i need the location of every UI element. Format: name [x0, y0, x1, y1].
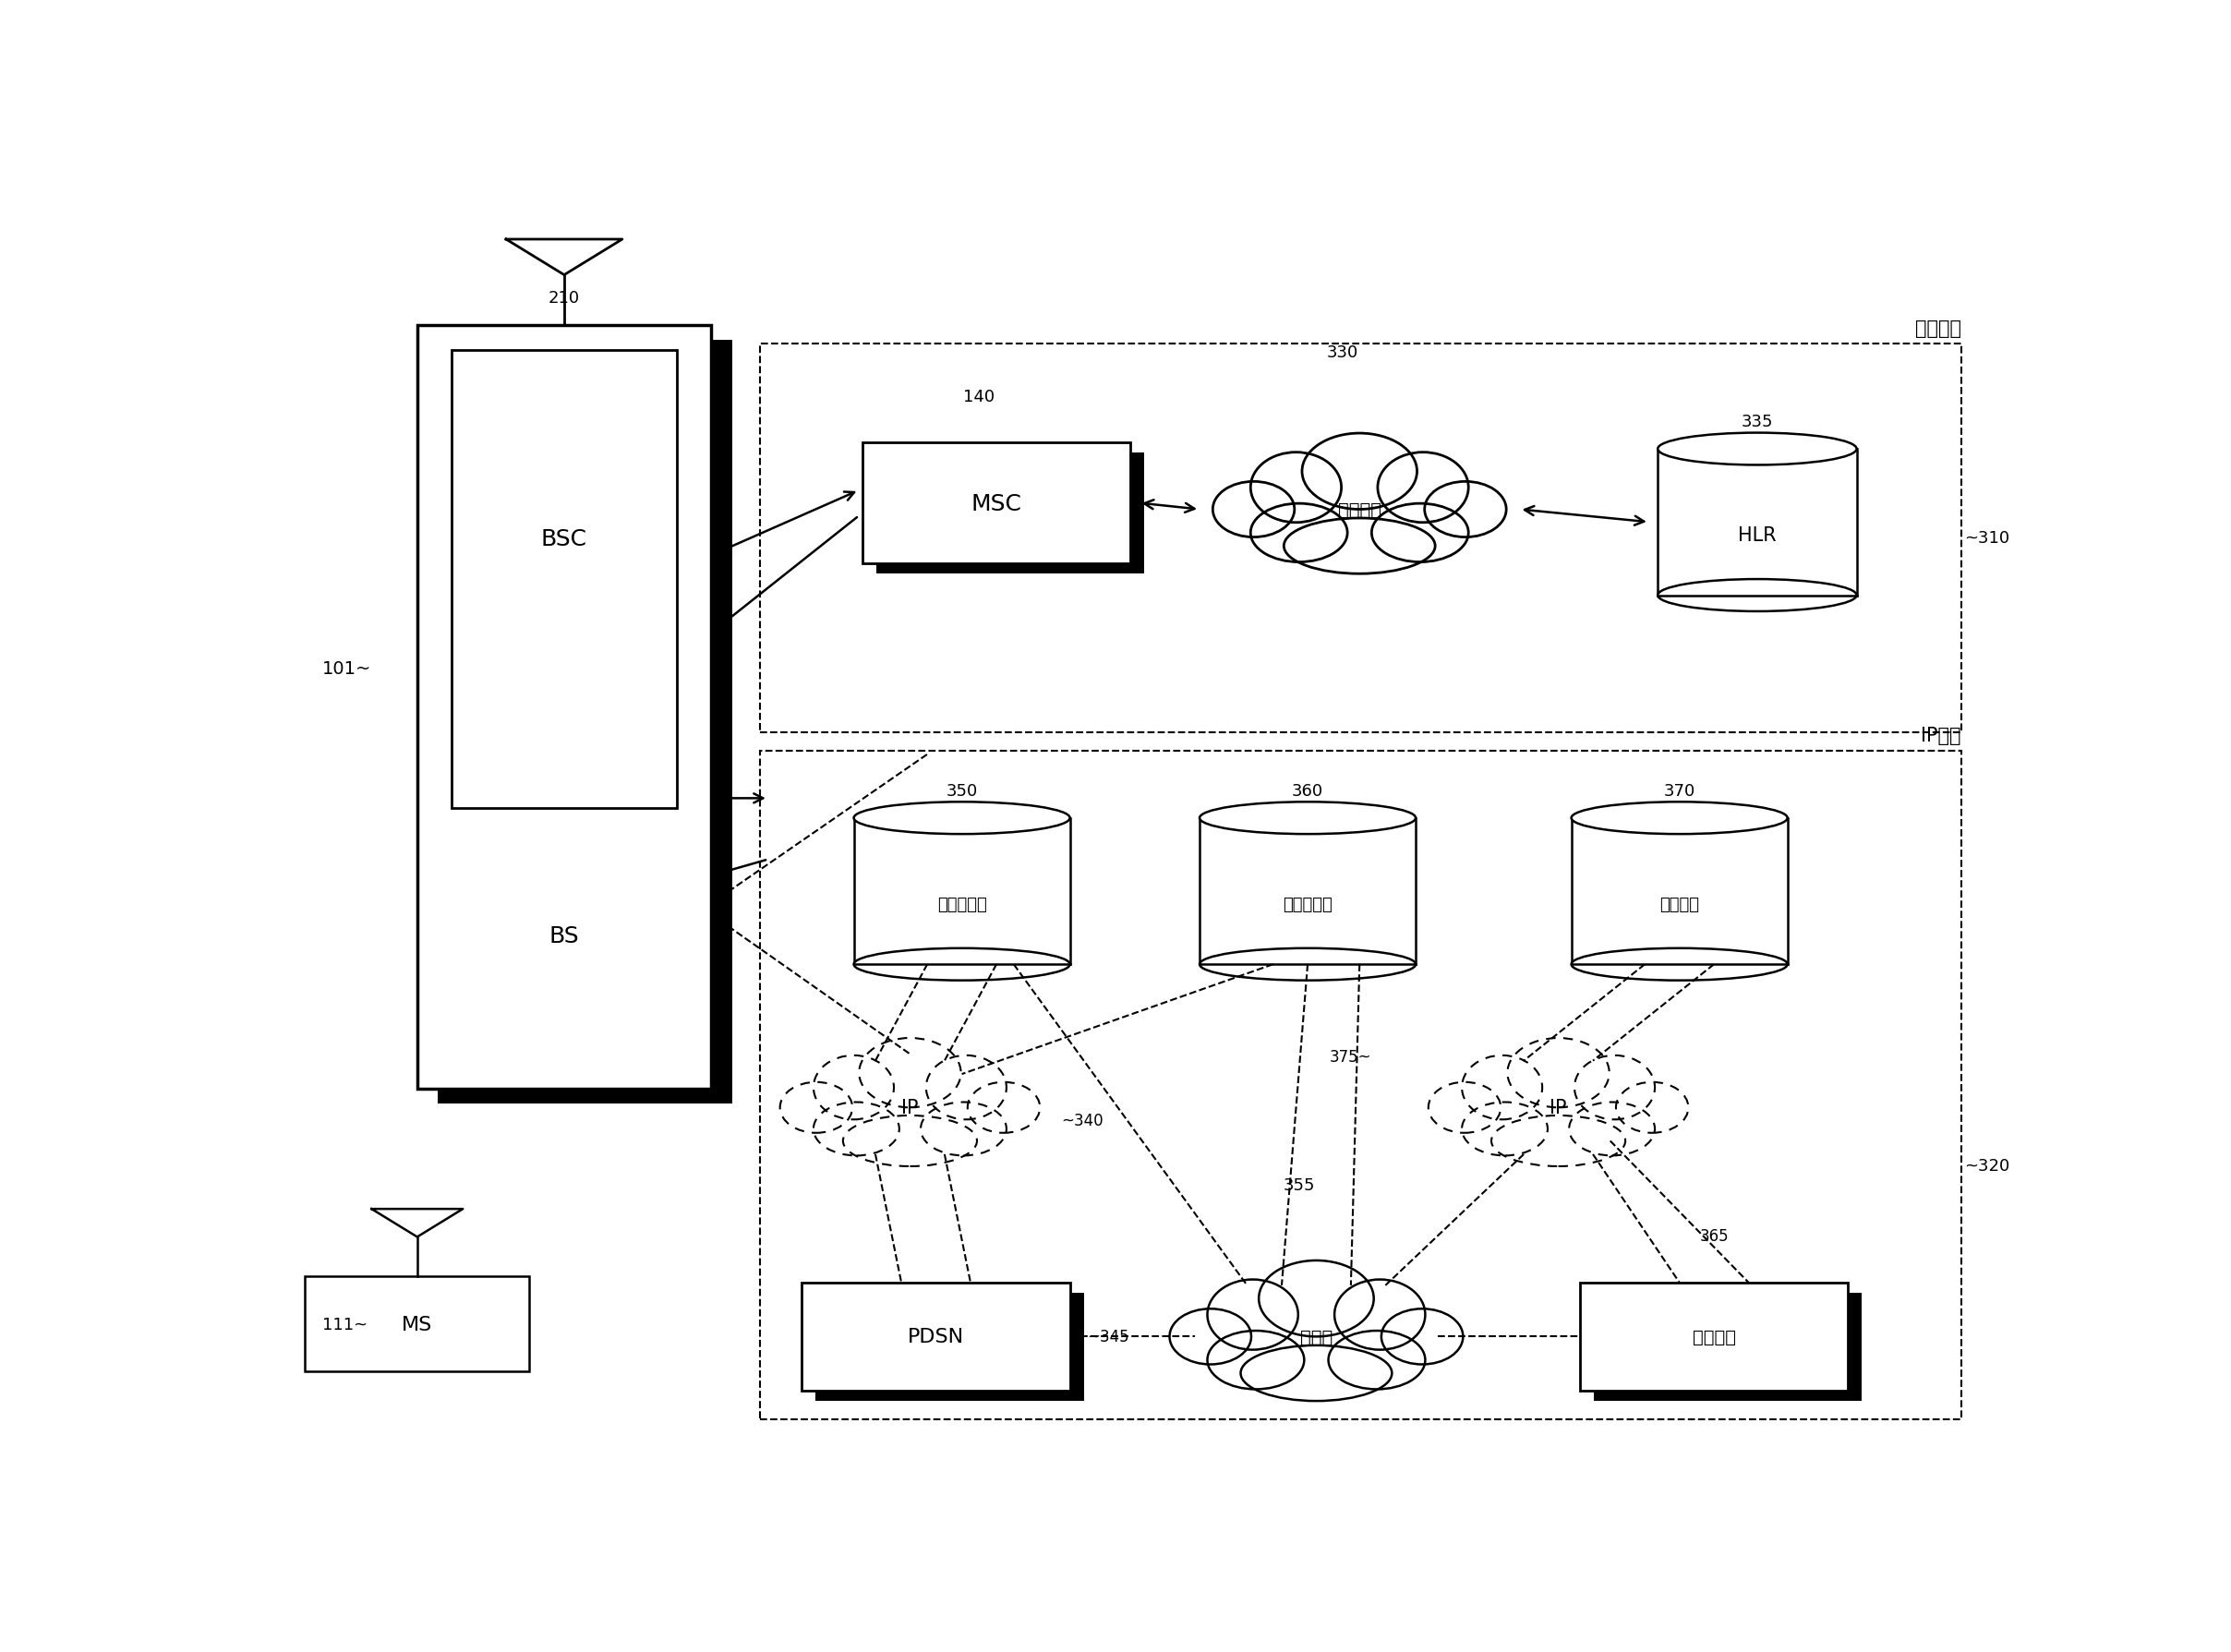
Text: MSC: MSC [970, 492, 1022, 515]
Ellipse shape [1200, 948, 1417, 981]
Ellipse shape [814, 1056, 895, 1120]
Ellipse shape [1207, 1280, 1298, 1350]
Ellipse shape [921, 1102, 1006, 1156]
Ellipse shape [854, 803, 1071, 834]
Bar [817, 1294, 1084, 1401]
Ellipse shape [770, 1049, 1051, 1166]
Text: 330: 330 [1327, 344, 1359, 360]
Ellipse shape [814, 1102, 899, 1156]
Bar [1593, 1294, 1863, 1401]
Ellipse shape [926, 1056, 1006, 1120]
Text: 经纪人范围: 经纪人范围 [1283, 895, 1332, 912]
Ellipse shape [1461, 1056, 1542, 1120]
Ellipse shape [1214, 482, 1294, 537]
Ellipse shape [1615, 1082, 1689, 1133]
Ellipse shape [1372, 504, 1468, 563]
Text: IP: IP [1551, 1099, 1566, 1117]
Ellipse shape [843, 1115, 977, 1166]
Ellipse shape [1575, 1056, 1655, 1120]
Text: 210: 210 [549, 289, 580, 306]
Bar [854, 818, 1071, 965]
Text: 信令网络: 信令网络 [1339, 501, 1381, 519]
Ellipse shape [1417, 1049, 1700, 1166]
Ellipse shape [1327, 1332, 1426, 1389]
Ellipse shape [1158, 1272, 1475, 1401]
Ellipse shape [1490, 1115, 1626, 1166]
Bar [759, 752, 1961, 1419]
Bar [801, 1282, 1071, 1391]
Text: MS: MS [402, 1315, 433, 1333]
Text: 140: 140 [964, 388, 995, 405]
Text: BSC: BSC [542, 529, 587, 550]
Text: HLR: HLR [1738, 525, 1776, 545]
Ellipse shape [1169, 1308, 1252, 1365]
Ellipse shape [1379, 453, 1468, 524]
Ellipse shape [1252, 453, 1341, 524]
Text: 350: 350 [946, 783, 977, 800]
Bar [451, 350, 676, 809]
Text: IP网络: IP网络 [1921, 727, 1961, 745]
Text: 101~: 101~ [321, 661, 370, 677]
Ellipse shape [1252, 504, 1348, 563]
Text: ~320: ~320 [1963, 1158, 2010, 1175]
Text: PDSN: PDSN [908, 1328, 964, 1346]
Ellipse shape [1200, 803, 1417, 834]
Ellipse shape [1571, 948, 1787, 981]
Bar [863, 443, 1131, 563]
Bar [1580, 1282, 1847, 1391]
Ellipse shape [781, 1082, 852, 1133]
Text: 375~: 375~ [1330, 1049, 1372, 1066]
Text: 互联网: 互联网 [1301, 1328, 1332, 1345]
Text: 语音网络: 语音网络 [1914, 320, 1961, 339]
Text: ~345: ~345 [1086, 1328, 1129, 1345]
Bar [306, 1277, 529, 1371]
Ellipse shape [1571, 803, 1787, 834]
Text: 335: 335 [1740, 415, 1774, 431]
Text: BS: BS [549, 925, 580, 947]
Ellipse shape [1207, 1332, 1305, 1389]
Text: ~310: ~310 [1963, 530, 2010, 547]
Ellipse shape [1200, 446, 1519, 575]
Ellipse shape [1428, 1082, 1501, 1133]
Text: 本地范围: 本地范围 [1660, 895, 1700, 912]
Ellipse shape [1303, 434, 1417, 510]
Ellipse shape [1240, 1345, 1392, 1401]
Ellipse shape [854, 948, 1071, 981]
Ellipse shape [859, 1039, 962, 1108]
Text: IP: IP [901, 1099, 919, 1117]
Bar [1200, 818, 1417, 965]
Bar [1658, 449, 1856, 596]
Ellipse shape [1658, 433, 1856, 466]
Bar [1571, 818, 1787, 965]
Text: 365: 365 [1700, 1227, 1729, 1244]
Bar [877, 453, 1145, 575]
Bar [437, 340, 732, 1104]
Ellipse shape [1283, 519, 1435, 575]
Text: 111~: 111~ [321, 1315, 368, 1332]
Ellipse shape [1334, 1280, 1426, 1350]
Bar [417, 325, 712, 1089]
Ellipse shape [1381, 1308, 1464, 1365]
Text: 本地代理: 本地代理 [1693, 1328, 1736, 1345]
Bar [759, 345, 1961, 732]
Text: 360: 360 [1292, 783, 1323, 800]
Ellipse shape [1258, 1260, 1374, 1336]
Text: ~340: ~340 [1062, 1112, 1104, 1128]
Ellipse shape [1461, 1102, 1548, 1156]
Ellipse shape [1508, 1039, 1609, 1108]
Ellipse shape [968, 1082, 1040, 1133]
Text: 370: 370 [1664, 783, 1696, 800]
Text: 访问者范围: 访问者范围 [937, 895, 986, 912]
Ellipse shape [1568, 1102, 1655, 1156]
Ellipse shape [1426, 482, 1506, 537]
Ellipse shape [1658, 580, 1856, 611]
Text: 355: 355 [1283, 1176, 1314, 1194]
